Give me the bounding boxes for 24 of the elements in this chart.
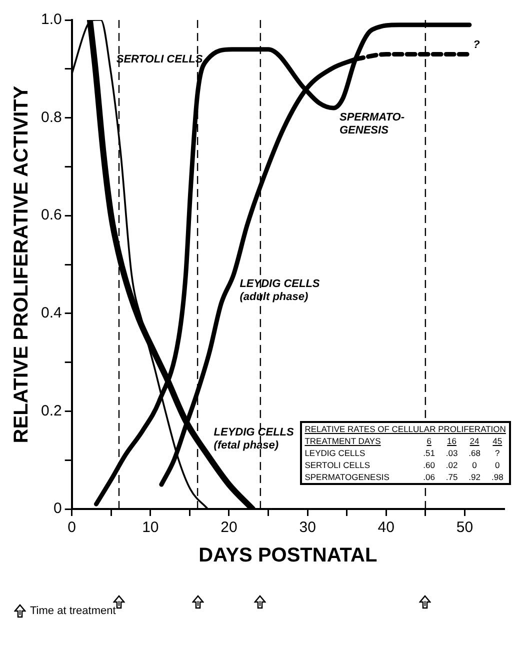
y-tick-label: 0 bbox=[54, 500, 62, 518]
y-tick-label: 1.0 bbox=[40, 11, 62, 28]
text: Time at treatment bbox=[30, 605, 116, 617]
annotation: RELATIVE RATES OF CELLULAR PROLIFERATION bbox=[304, 422, 507, 435]
y-axis-title: RELATIVE PROLIFERATIVE ACTIVITY bbox=[10, 85, 33, 444]
x-tick-label: 50 bbox=[456, 519, 474, 536]
text: TREATMENT DAYS 6 16 24 45 bbox=[304, 436, 502, 446]
x-tick-label: 10 bbox=[142, 519, 159, 536]
y-tick-label: 0.8 bbox=[40, 108, 62, 126]
text: LEYDIG CELLS .51 .03 .68 ? bbox=[304, 448, 500, 458]
annotation: SERTOLI CELLS bbox=[116, 53, 204, 66]
annotation: ? bbox=[473, 38, 480, 51]
y-tick-label: 0.6 bbox=[40, 206, 62, 224]
annotation: SPERMATO- GENESIS bbox=[340, 112, 405, 137]
x-tick-label: 40 bbox=[378, 519, 394, 536]
y-tick-label: 0.2 bbox=[40, 402, 62, 420]
x-tick-label: 20 bbox=[220, 519, 238, 536]
annotation: LEYDIG CELLS (fetal phase) bbox=[214, 426, 295, 452]
x-tick-label: 0 bbox=[68, 519, 76, 536]
text: SPERMATOGENESIS .06 .75 .92 .98 bbox=[304, 472, 504, 482]
x-tick-label: 30 bbox=[299, 519, 316, 536]
text: SERTOLI CELLS .60 .02 0 0 bbox=[304, 460, 500, 470]
x-axis-title: DAYS POSTNATAL bbox=[198, 544, 378, 567]
y-tick-label: 0.4 bbox=[40, 304, 62, 322]
